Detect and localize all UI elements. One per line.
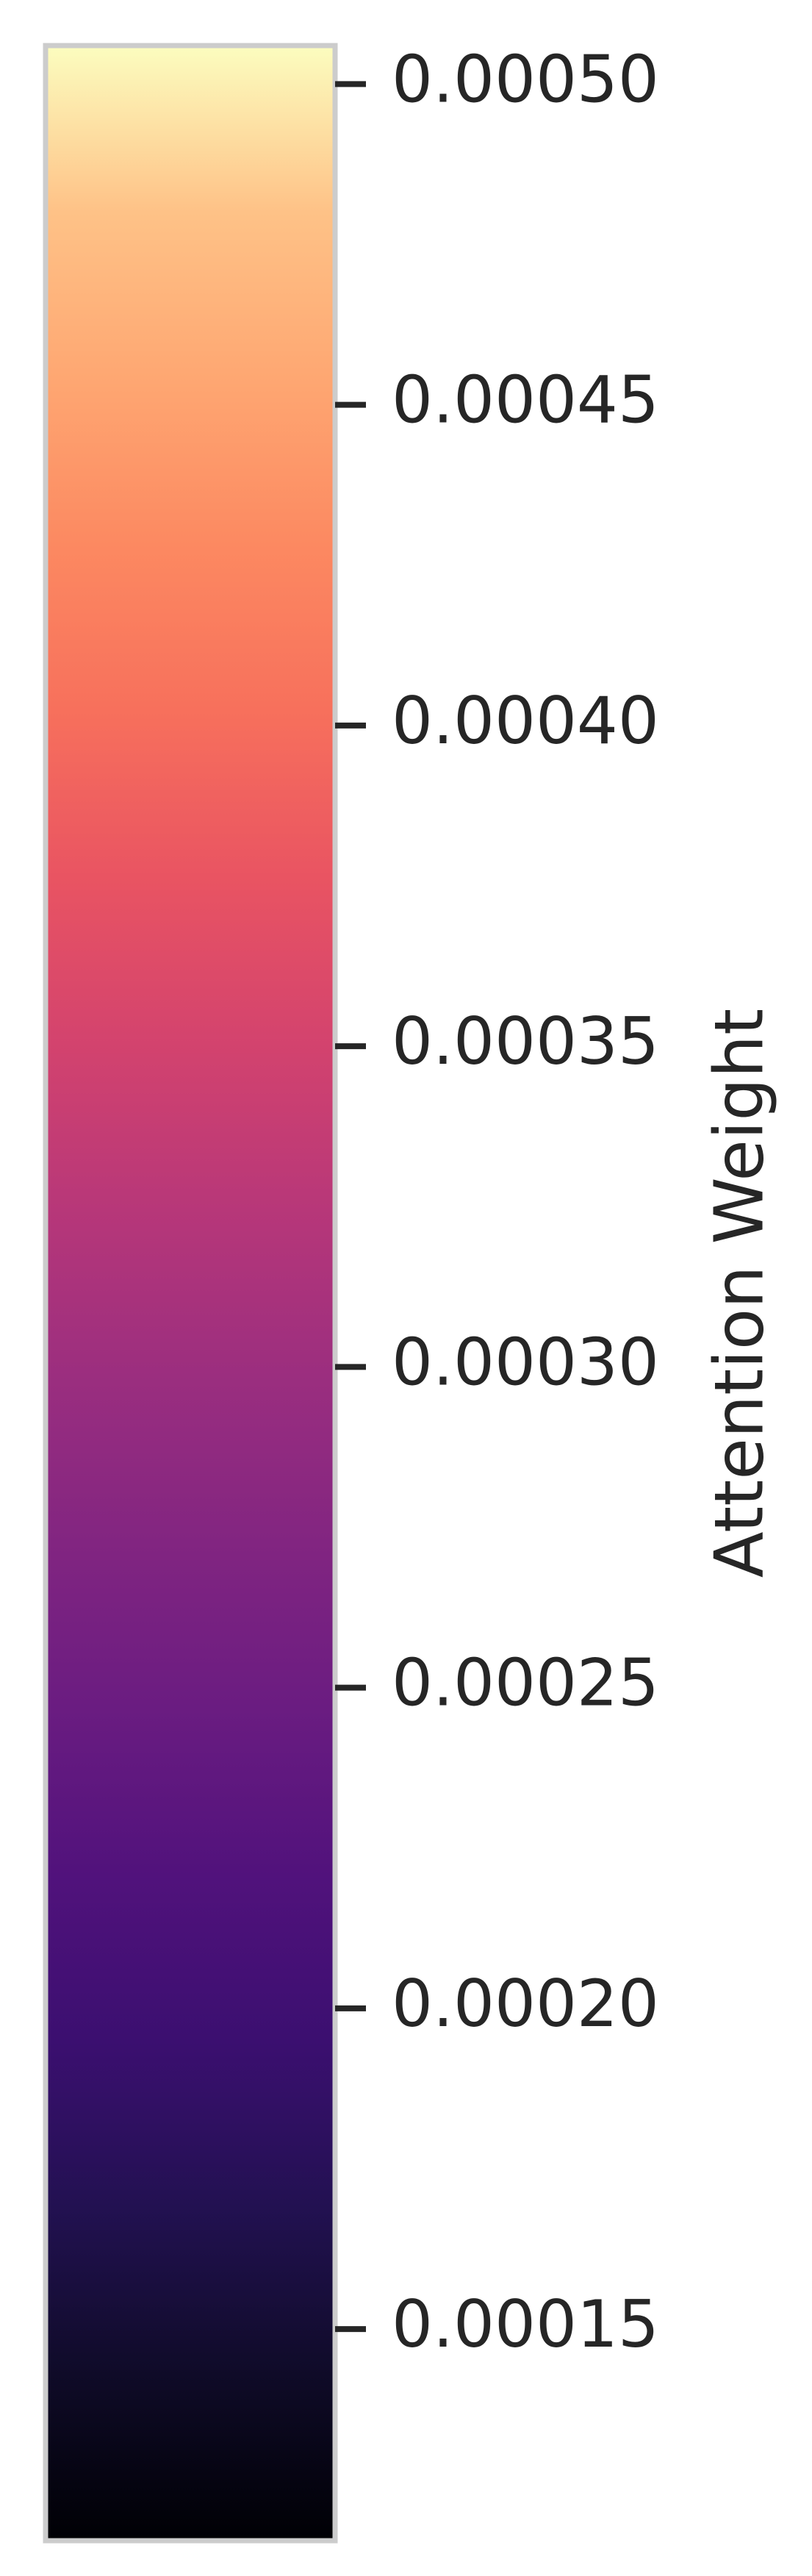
colorbar-tick-label: 0.00025 — [392, 1645, 659, 1721]
colorbar-tick-label: 0.00045 — [392, 362, 659, 438]
colorbar-tick-label: 0.00020 — [392, 1966, 659, 2042]
colorbar-tick-label: 0.00050 — [392, 41, 659, 117]
colorbar-ticks: 0.00015 0.00020 0.00025 0.00030 0.00035 0.000… — [335, 41, 659, 2362]
colorbar-tick-label: 0.00030 — [392, 1324, 659, 1400]
colorbar-gradient — [46, 46, 335, 2541]
colorbar-tick-label: 0.00035 — [392, 1003, 659, 1079]
colorbar-tick-label: 0.00040 — [392, 683, 659, 759]
colorbar-axis-label: Attention Weight — [700, 1009, 778, 1578]
colorbar-frame — [43, 43, 338, 2544]
colorbar-tick-label: 0.00015 — [392, 2286, 659, 2362]
